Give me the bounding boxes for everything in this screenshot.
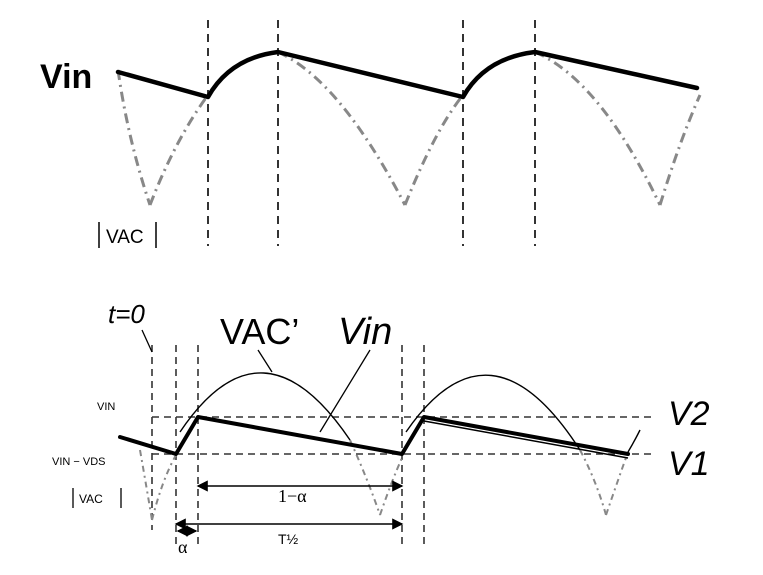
bottom-vin-label: Vin <box>338 311 392 353</box>
vac-arch-2 <box>405 374 581 451</box>
vac-prime-label: VAC’ <box>220 311 299 352</box>
t0-label: t=0 <box>108 299 145 329</box>
t0-leader <box>141 329 153 353</box>
v-in-minus-vds-label: VIN − VDS <box>52 456 106 468</box>
top-diagram: Vin VAC <box>40 20 702 248</box>
bottom-vac-label: VAC <box>79 492 103 506</box>
top-vac-label: VAC <box>106 227 144 248</box>
vac-arch-3-tail <box>627 429 641 453</box>
bottom-vin-leader <box>319 349 371 433</box>
v1-label: V1 <box>668 445 710 483</box>
v-in-label: VIN <box>97 401 115 413</box>
alpha-label: α <box>178 537 188 557</box>
t-half-label: T½ <box>278 531 299 547</box>
bottom-vin-waveform <box>118 415 630 456</box>
bottom-vin-waveform-double <box>423 420 629 459</box>
vac-arch-1 <box>179 372 351 441</box>
bottom-vertical-guides <box>151 345 425 548</box>
top-vin-waveform <box>115 49 700 100</box>
top-vertical-guides <box>207 20 536 246</box>
top-vac-rectified <box>116 50 702 206</box>
one-minus-alpha-label: 1−α <box>278 486 307 506</box>
vac-prime-leader <box>257 349 273 373</box>
bottom-diagram: t=0 VAC’ Vin VIN VIN − VDS VAC V2 V1 1−α… <box>52 299 710 557</box>
top-vin-label: Vin <box>40 58 92 96</box>
bottom-vac-prime-arches <box>179 372 641 453</box>
v2-label: V2 <box>668 395 710 433</box>
